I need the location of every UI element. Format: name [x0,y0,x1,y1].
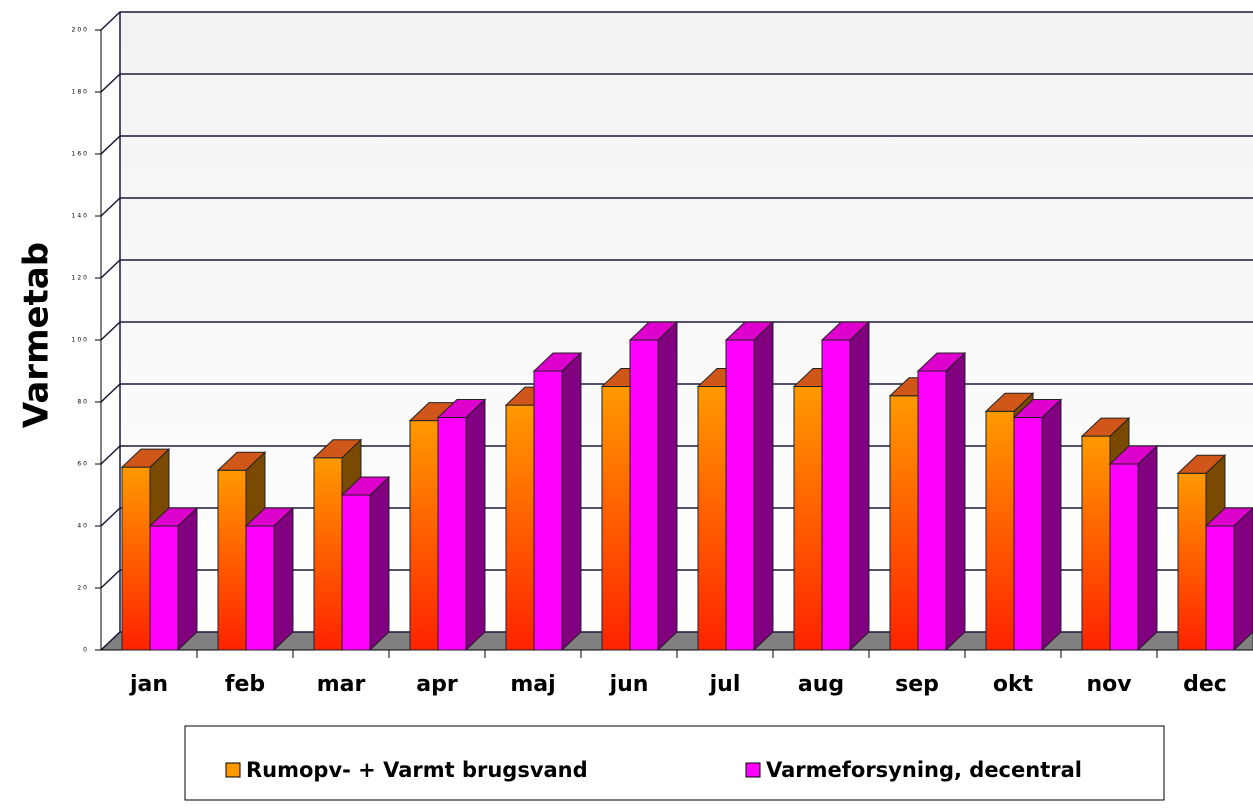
y-tick-label: 0 [83,647,89,654]
y-tick-label: 80 [77,399,89,406]
y-tick-label: 120 [72,275,89,282]
bar-top [436,399,487,418]
bar-top [340,476,391,496]
bar [409,420,439,651]
bar [245,525,275,651]
bar [629,339,659,651]
bar-top [916,352,967,372]
bar-side [657,320,678,652]
bar [821,339,851,651]
x-tick-label: jan [129,672,168,697]
bar-top [628,321,679,341]
y-tick-label: 40 [77,523,89,530]
bar [505,404,535,651]
bar-top [532,352,583,372]
x-tick-label: jun [609,672,649,697]
y-tick-label: 140 [72,213,89,220]
bar-side [273,506,294,652]
legend-swatch [225,762,241,778]
legend [184,725,1165,801]
bar-side [1137,444,1158,652]
legend-label: Rumopv- + Varmt brugsvand [246,758,588,782]
bar [1177,472,1207,651]
y-tick-label: 160 [72,151,89,158]
bar [313,457,343,651]
bar-top [984,392,1035,412]
bar [341,494,371,651]
bar-top [1012,399,1063,418]
bar [1081,435,1111,651]
bar-top [1204,507,1253,527]
bar [725,339,755,651]
bar [1109,463,1139,651]
bar-side [849,320,870,652]
y-axis-label: Varmetab [17,242,57,428]
bar [217,469,247,651]
x-tick-label: jul [709,672,741,697]
bar [149,525,179,651]
x-tick-label: apr [416,672,458,697]
legend-label: Varmeforsyning, decentral [766,758,1082,782]
bar [601,386,631,651]
bar-top [1176,454,1227,474]
x-tick-label: sep [895,672,939,697]
y-tick-label: 20 [77,585,89,592]
bar-side [1041,398,1062,652]
x-tick-label: feb [225,672,265,697]
x-tick-label: mar [317,672,366,697]
bar-top [1108,445,1159,465]
bar-side [177,506,198,652]
bar [793,386,823,651]
bar-side [369,475,390,652]
bar-top [216,451,267,471]
bar-top [820,321,871,341]
bar [533,370,563,651]
bar-side [753,320,774,652]
bar [1205,525,1235,651]
bar-side [1233,507,1253,652]
x-tick-label: okt [993,672,1034,697]
bar [437,417,467,651]
bar-top [120,448,171,468]
bar [985,410,1015,651]
x-tick-label: dec [1183,672,1227,697]
bar-side [465,398,486,652]
bar-top [148,507,199,527]
bar [1013,417,1043,651]
x-tick-label: nov [1086,672,1132,697]
bar [121,466,151,651]
legend-swatch [745,762,761,778]
x-tick-label: maj [510,672,555,697]
bar-side [561,351,582,652]
bar-top [312,439,363,459]
bar [889,395,919,651]
bar [697,386,727,651]
bar-top [244,507,295,527]
bar-top [1080,417,1131,437]
y-tick-label: 60 [77,461,89,468]
x-tick-label: aug [798,672,844,697]
y-tick-label: 100 [72,337,89,344]
y-tick-label: 200 [72,27,89,34]
y-tick-label: 180 [72,89,89,96]
bar-top [724,321,775,341]
bar [917,370,947,651]
bar-side [945,351,966,652]
